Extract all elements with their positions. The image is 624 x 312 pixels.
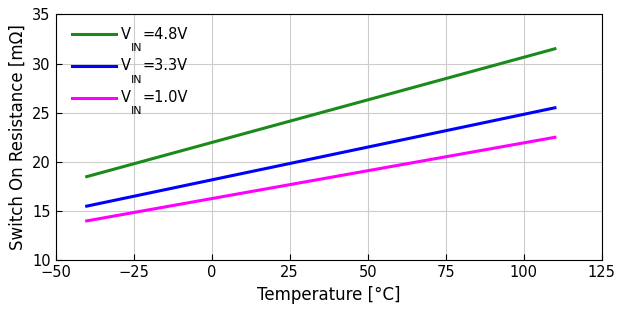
X-axis label: Temperature [°C]: Temperature [°C]	[257, 286, 401, 304]
Text: IN: IN	[131, 106, 142, 116]
Text: IN: IN	[131, 42, 142, 52]
Text: V: V	[121, 90, 131, 105]
Text: IN: IN	[131, 75, 142, 85]
Text: =3.3V: =3.3V	[142, 58, 188, 73]
Text: =4.8V: =4.8V	[142, 27, 188, 41]
Text: V: V	[121, 58, 131, 73]
Text: V: V	[121, 27, 131, 41]
Y-axis label: Switch On Resistance [mΩ]: Switch On Resistance [mΩ]	[8, 24, 26, 250]
Text: =1.0V: =1.0V	[142, 90, 188, 105]
